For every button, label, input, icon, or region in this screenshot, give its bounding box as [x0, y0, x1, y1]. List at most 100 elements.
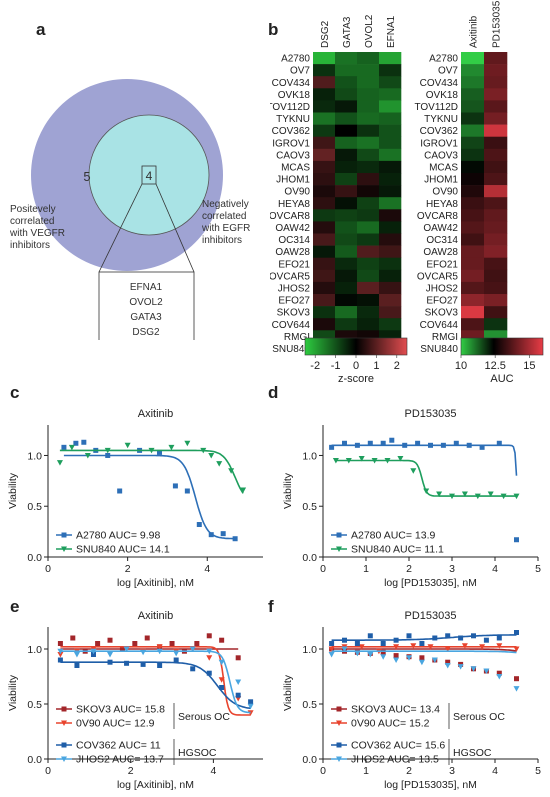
legend-marker — [336, 546, 342, 552]
panel-label-b: b — [268, 20, 279, 39]
heatmap-cell — [484, 269, 508, 283]
heatmap-cell — [335, 148, 358, 162]
heatmap-cell — [484, 281, 508, 295]
heatmap-row-label: OC314 — [426, 235, 458, 246]
heatmap-row-label: OV7 — [438, 66, 458, 77]
heatmap-cell — [461, 160, 485, 174]
data-point — [332, 458, 339, 464]
heatmap-row-label: OVCAR8 — [417, 211, 459, 222]
heatmap-row-label: OV90 — [284, 187, 310, 198]
data-point — [496, 440, 502, 446]
x-tick-label: 2 — [125, 563, 131, 575]
legend-marker — [336, 742, 342, 748]
plot-title: PD153035 — [405, 408, 457, 420]
x-axis-label: log [Axitinib], nM — [117, 779, 194, 791]
x-tick-label: 0 — [45, 563, 51, 575]
heatmap-cell — [461, 281, 485, 295]
heatmap-row-label: RMGI — [284, 332, 310, 343]
group-label: Serous OC — [453, 711, 505, 723]
data-point — [56, 460, 63, 466]
panel-label-c: c — [10, 383, 20, 402]
svg-text:correlated: correlated — [10, 216, 54, 227]
panel-label-e: e — [10, 597, 20, 616]
heatmap-row-label: SNU840 — [420, 344, 458, 355]
gene-item: DSG2 — [132, 327, 160, 338]
heatmaps: DSG2 GATA3 OVOL2 EFNA1A2780OV7COV434OVK18TO… — [270, 0, 544, 385]
heatmap-cell — [484, 76, 508, 89]
data-point — [208, 452, 215, 459]
data-point — [90, 652, 96, 657]
heatmap-row-label: EFO27 — [426, 296, 458, 307]
heatmap-row-label: EFO21 — [426, 259, 458, 270]
legend-entry: A2780 AUC= 13.9 — [351, 530, 436, 542]
svg-text:Positevely: Positevely — [10, 204, 56, 215]
heatmap-cell — [484, 136, 508, 150]
legend-entry: JHOS2 AUC= 13.7 — [76, 754, 164, 766]
data-point — [380, 654, 387, 660]
data-point — [156, 648, 163, 655]
heatmap-row-label: COV362 — [420, 126, 459, 137]
heatmap-row-label: SNU840 — [272, 344, 310, 355]
data-point — [474, 493, 481, 500]
colorbar — [304, 337, 408, 356]
heatmap-row-label: OAW42 — [275, 223, 310, 234]
data-point — [410, 643, 417, 649]
data-point — [123, 646, 130, 652]
series-3 — [328, 646, 520, 692]
data-point — [157, 663, 163, 668]
heatmap-row-label: SKOV3 — [277, 308, 311, 319]
data-point — [117, 488, 123, 494]
heatmap-cell — [313, 52, 336, 65]
heatmap-cell — [313, 257, 336, 271]
heatmap-cell — [313, 136, 336, 150]
legend-marker — [61, 720, 67, 726]
heatmap-cell — [313, 112, 336, 125]
gene-item: OVOL2 — [129, 297, 163, 308]
legend-marker — [61, 532, 67, 538]
fit-curve — [331, 444, 518, 476]
heatmap-cell — [461, 233, 485, 246]
data-point — [513, 646, 520, 652]
y-tick-label: 0.5 — [302, 501, 317, 513]
x-axis-label: log [Axitinib], nM — [117, 577, 194, 589]
heatmap-cell — [313, 88, 336, 101]
data-point — [208, 532, 214, 538]
data-point — [453, 440, 459, 446]
heatmap-cell — [335, 124, 358, 137]
heatmap-cell — [484, 88, 508, 101]
heatmap-cell — [379, 318, 402, 331]
data-point — [514, 676, 519, 682]
heatmap-cell — [484, 306, 508, 319]
legend-entry: JHOS2 AUC= 13.5 — [351, 754, 439, 766]
data-point — [140, 649, 147, 656]
heatmap-cell — [313, 269, 336, 283]
heatmap-cell — [379, 160, 402, 174]
heatmap-row-label: COV644 — [272, 320, 311, 331]
heatmap-cell — [313, 100, 336, 113]
heatmap-cell — [357, 197, 380, 210]
data-point — [61, 444, 67, 450]
heatmap-cell — [357, 100, 380, 113]
y-tick-label: 1.0 — [27, 450, 42, 462]
x-tick-label: 4 — [210, 765, 216, 777]
data-point — [514, 537, 519, 543]
data-point — [169, 641, 175, 646]
colorbar-label: AUC — [490, 373, 513, 385]
venn-overlap-box — [141, 165, 157, 185]
y-axis-label: Viability — [282, 674, 294, 711]
heatmap-cell — [461, 88, 485, 101]
colorbar-tick-label: -1 — [331, 360, 341, 372]
heatmap-cell — [484, 148, 508, 162]
data-point — [367, 633, 373, 639]
data-point — [479, 444, 485, 450]
y-tick-label: 1.0 — [302, 644, 317, 656]
y-axis-label: Viability — [282, 472, 294, 509]
heatmap-row-label: EFO21 — [278, 259, 310, 270]
data-point — [354, 442, 360, 448]
legend-marker — [336, 720, 342, 726]
heatmap-cell — [379, 221, 402, 234]
legend-marker — [61, 706, 67, 712]
heatmap-row-label: COV434 — [420, 78, 459, 89]
data-point — [172, 483, 178, 489]
heatmap-cell — [461, 318, 485, 331]
